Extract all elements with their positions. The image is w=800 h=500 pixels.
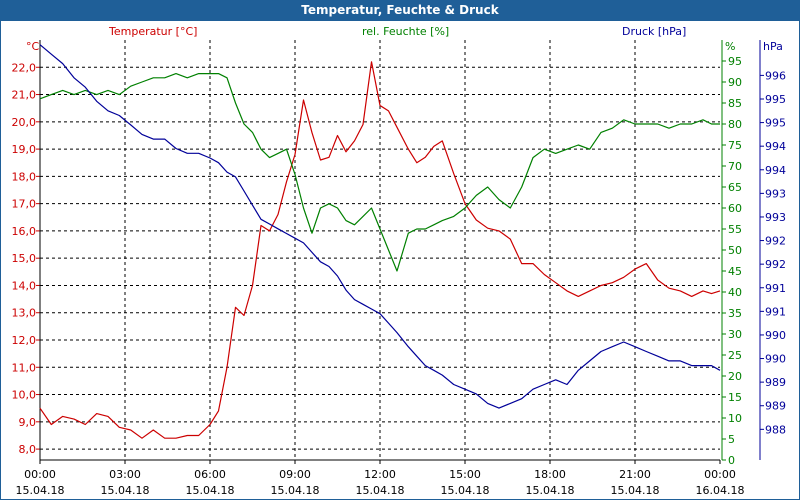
x-tick-date: 15.04.18 bbox=[441, 484, 490, 497]
y-tick-humidity: 65 bbox=[728, 181, 742, 194]
y-unit-temperature: °C bbox=[26, 40, 40, 53]
x-tick-date: 15.04.18 bbox=[271, 484, 320, 497]
y-tick-pressure: 994 bbox=[765, 164, 786, 177]
y-tick-temperature: 22,0 bbox=[12, 61, 37, 74]
y-tick-pressure: 990 bbox=[765, 353, 786, 366]
x-tick-date: 15.04.18 bbox=[101, 484, 150, 497]
x-tick-time: 09:00 bbox=[279, 468, 311, 481]
y-tick-temperature: 15,0 bbox=[12, 252, 37, 265]
y-tick-pressure: 995 bbox=[765, 117, 786, 130]
y-tick-humidity: 20 bbox=[728, 370, 742, 383]
y-tick-temperature: 21,0 bbox=[12, 89, 37, 102]
y-tick-humidity: 0 bbox=[728, 454, 735, 467]
y-tick-pressure: 990 bbox=[765, 329, 786, 342]
y-tick-temperature: 14,0 bbox=[12, 279, 37, 292]
y-tick-humidity: 55 bbox=[728, 223, 742, 236]
y-tick-humidity: 35 bbox=[728, 307, 742, 320]
x-tick-time: 00:00 bbox=[704, 468, 736, 481]
y-tick-pressure: 994 bbox=[765, 140, 786, 153]
series-line-humidity bbox=[39, 72, 720, 272]
y-tick-temperature: 19,0 bbox=[12, 143, 37, 156]
y-tick-pressure: 991 bbox=[765, 305, 786, 318]
y-unit-pressure: hPa bbox=[763, 40, 783, 53]
x-tick-date: 15.04.18 bbox=[16, 484, 65, 497]
y-tick-humidity: 95 bbox=[728, 55, 742, 68]
y-tick-temperature: 9,0 bbox=[19, 416, 37, 429]
y-tick-pressure: 996 bbox=[765, 69, 786, 82]
chart-title: Temperatur, Feuchte & Druck bbox=[0, 0, 800, 20]
y-tick-humidity: 80 bbox=[728, 118, 742, 131]
y-tick-pressure: 991 bbox=[765, 282, 786, 295]
x-tick-time: 18:00 bbox=[534, 468, 566, 481]
y-tick-humidity: 30 bbox=[728, 328, 742, 341]
y-tick-temperature: 16,0 bbox=[12, 225, 37, 238]
y-tick-humidity: 75 bbox=[728, 139, 742, 152]
series-line-temperature bbox=[39, 61, 721, 439]
x-tick-date: 15.04.18 bbox=[611, 484, 660, 497]
series-line-pressure bbox=[39, 44, 721, 409]
y-unit-humidity: % bbox=[725, 40, 735, 53]
y-tick-humidity: 90 bbox=[728, 76, 742, 89]
y-tick-pressure: 989 bbox=[765, 376, 786, 389]
x-tick-time: 12:00 bbox=[364, 468, 396, 481]
x-tick-date: 15.04.18 bbox=[356, 484, 405, 497]
y-tick-pressure: 993 bbox=[765, 187, 786, 200]
x-tick-date: 15.04.18 bbox=[526, 484, 575, 497]
y-tick-temperature: 11,0 bbox=[12, 361, 37, 374]
y-tick-temperature: 12,0 bbox=[12, 334, 37, 347]
y-tick-pressure: 989 bbox=[765, 400, 786, 413]
x-tick-date: 16.04.18 bbox=[696, 484, 745, 497]
y-tick-humidity: 50 bbox=[728, 244, 742, 257]
y-tick-humidity: 40 bbox=[728, 286, 742, 299]
x-tick-time: 03:00 bbox=[109, 468, 141, 481]
y-tick-pressure: 993 bbox=[765, 211, 786, 224]
legend-humidity: rel. Feuchte [%] bbox=[362, 25, 450, 38]
y-tick-temperature: 13,0 bbox=[12, 307, 37, 320]
y-tick-humidity: 60 bbox=[728, 202, 742, 215]
y-tick-temperature: 10,0 bbox=[12, 389, 37, 402]
y-tick-humidity: 70 bbox=[728, 160, 742, 173]
legend-temperature: Temperatur [°C] bbox=[109, 25, 198, 38]
x-tick-date: 15.04.18 bbox=[186, 484, 235, 497]
y-tick-temperature: 17,0 bbox=[12, 198, 37, 211]
y-tick-temperature: 20,0 bbox=[12, 116, 37, 129]
y-tick-humidity: 15 bbox=[728, 391, 742, 404]
y-tick-humidity: 45 bbox=[728, 265, 742, 278]
y-tick-humidity: 85 bbox=[728, 97, 742, 110]
y-tick-humidity: 25 bbox=[728, 349, 742, 362]
y-tick-humidity: 10 bbox=[728, 412, 742, 425]
y-tick-pressure: 988 bbox=[765, 423, 786, 436]
x-tick-time: 00:00 bbox=[24, 468, 56, 481]
x-tick-time: 15:00 bbox=[449, 468, 481, 481]
y-tick-pressure: 995 bbox=[765, 93, 786, 106]
x-tick-time: 21:00 bbox=[619, 468, 651, 481]
y-tick-temperature: 8,0 bbox=[19, 443, 37, 456]
y-tick-humidity: 5 bbox=[728, 433, 735, 446]
y-tick-pressure: 992 bbox=[765, 258, 786, 271]
y-tick-pressure: 992 bbox=[765, 235, 786, 248]
legend-pressure: Druck [hPa] bbox=[622, 25, 687, 38]
x-tick-time: 06:00 bbox=[194, 468, 226, 481]
y-tick-temperature: 18,0 bbox=[12, 170, 37, 183]
